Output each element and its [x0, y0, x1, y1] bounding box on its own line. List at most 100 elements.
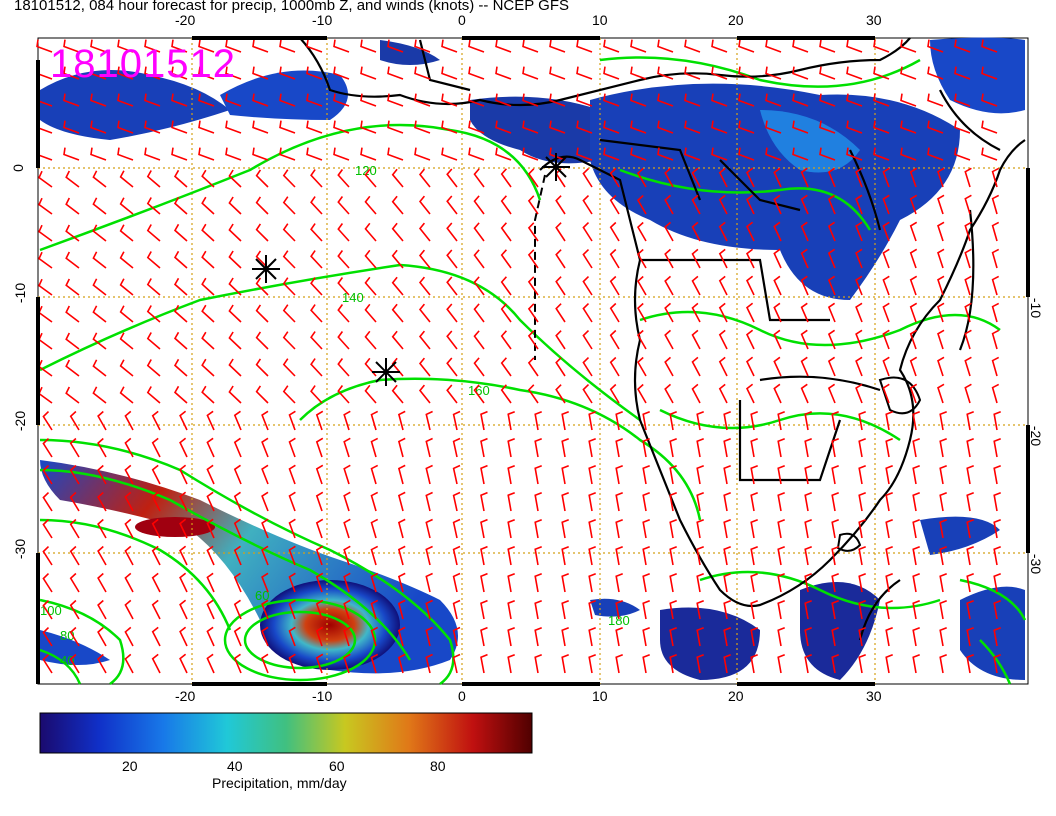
wind-barb [310, 304, 323, 323]
wind-barb [846, 120, 863, 134]
wind-barb [119, 197, 134, 215]
wind-barb [446, 249, 458, 269]
wind-barb [173, 223, 188, 242]
wind-barb [151, 545, 161, 566]
wind-barb [97, 545, 107, 566]
wind-barb [738, 93, 755, 107]
wind-barb [966, 437, 974, 458]
wind-barb [966, 572, 974, 593]
wind-barb [343, 437, 351, 458]
wind-barb [954, 39, 971, 53]
wind-barb [151, 437, 161, 458]
wind-barb [370, 464, 379, 485]
wind-barb [711, 39, 728, 53]
asterisk-marker [252, 255, 280, 283]
wind-barb [397, 626, 406, 647]
wind-barb [750, 572, 758, 593]
wind-barb [255, 169, 269, 188]
wind-barb [310, 277, 323, 296]
wind-barb [684, 66, 701, 80]
wind-barb [38, 224, 53, 242]
wind-barb [418, 249, 431, 269]
wind-barb [179, 599, 188, 620]
wind-barb [738, 66, 755, 80]
wind-barb [765, 39, 782, 53]
wind-barb [117, 39, 134, 53]
wind-barb [261, 437, 269, 458]
wind-barb [534, 572, 542, 593]
wind-barb [117, 93, 134, 107]
wind-barb [615, 464, 623, 485]
wind-barb [306, 93, 323, 107]
wind-barb [201, 304, 215, 323]
wind-barb [669, 491, 677, 512]
wind-barb [151, 518, 161, 539]
wind-barb [288, 518, 296, 539]
wind-barb [912, 599, 920, 620]
wind-barb [507, 491, 515, 512]
wind-barb [201, 250, 215, 269]
wind-barb [92, 359, 107, 377]
wind-barb [885, 410, 893, 431]
wind-barb [991, 302, 1000, 323]
wind-barb [42, 627, 53, 647]
wind-barb [425, 626, 433, 647]
wind-barb [228, 358, 242, 377]
frame-ticks [36, 36, 1030, 686]
wind-barb [117, 120, 134, 134]
contour-label: 180 [608, 613, 630, 628]
wind-barb [966, 626, 974, 647]
wind-barb [527, 168, 539, 188]
wind-barb [480, 653, 488, 674]
wind-barb [718, 194, 728, 215]
wind-barb [370, 626, 379, 647]
wind-barb [642, 464, 650, 485]
wind-barb [69, 626, 80, 647]
wind-barb [745, 383, 755, 404]
wind-barb [723, 545, 731, 566]
wind-barb [636, 194, 647, 215]
wind-barb [206, 518, 215, 539]
wind-barb [261, 653, 269, 674]
wind-barb [42, 465, 53, 485]
wind-barb [228, 277, 242, 296]
colorbar-label: Precipitation, mm/day [212, 775, 347, 791]
wind-barb [228, 196, 242, 215]
wind-barb [418, 276, 431, 296]
wind-barb [991, 275, 1000, 296]
wind-barb [310, 169, 323, 188]
wind-barb [684, 93, 701, 107]
wind-barb [119, 170, 134, 188]
wind-barb [414, 66, 431, 80]
wind-barb [507, 464, 515, 485]
wind-barb [507, 518, 515, 539]
wind-barb [63, 66, 80, 80]
asterisk-marker [372, 358, 400, 386]
wind-barb [657, 147, 674, 161]
wind-barb [179, 653, 188, 674]
wind-barb [718, 275, 728, 296]
wind-barb [279, 93, 296, 107]
wind-barb [173, 250, 188, 269]
wind-barb [691, 356, 701, 377]
wind-barb [696, 599, 704, 620]
wind-barb [144, 147, 161, 161]
wind-barb [615, 410, 623, 431]
wind-barb [397, 410, 406, 431]
wind-barb [718, 329, 728, 350]
wind-barb [201, 196, 215, 215]
wind-barb [288, 464, 296, 485]
wind-barb [117, 147, 134, 161]
wind-barb [882, 248, 890, 269]
lat-tick-left: 0 [9, 164, 26, 172]
wind-barb [873, 147, 890, 161]
lat-tick-right: -30 [1028, 553, 1045, 575]
wind-barb [425, 545, 433, 566]
wind-barb [146, 197, 161, 215]
wind-barb [765, 93, 782, 107]
wind-barb [495, 120, 512, 134]
wind-barb [630, 39, 647, 53]
wind-barb [92, 305, 107, 323]
wind-barb [993, 545, 1001, 566]
wind-barb [446, 330, 458, 350]
